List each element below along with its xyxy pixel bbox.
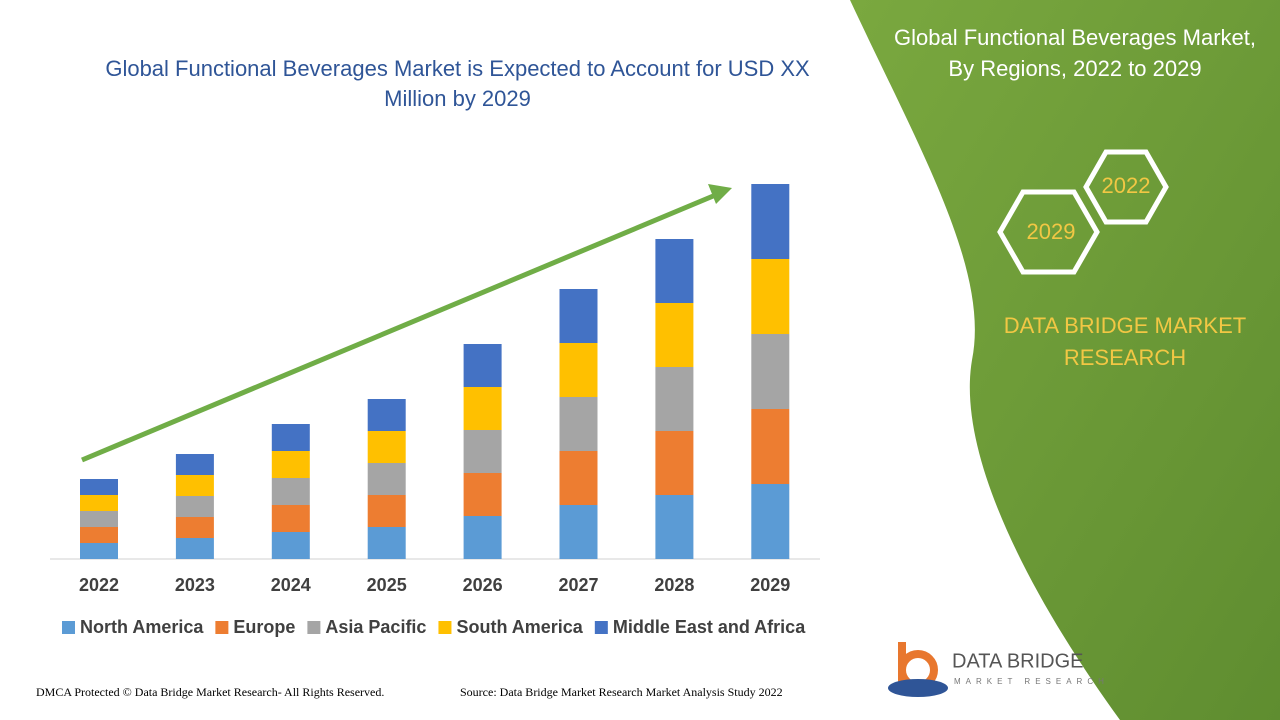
chart-title: Global Functional Beverages Market is Ex… xyxy=(105,56,810,111)
bar-segment xyxy=(80,543,118,559)
bar-segment xyxy=(367,527,406,559)
bar-segment xyxy=(175,538,214,559)
brand: DATA BRIDGE MARKET RESEARCH xyxy=(1003,313,1247,370)
bar-segment xyxy=(463,473,502,516)
legend-label: Asia Pacific xyxy=(325,617,426,637)
legend-label: South America xyxy=(456,617,583,637)
bar-segment xyxy=(80,479,118,495)
logo-tagline: MARKET RESEARCH xyxy=(954,677,1109,686)
bar-segment xyxy=(367,399,406,431)
x-tick-label: 2028 xyxy=(654,575,694,595)
bar-segment xyxy=(655,431,694,495)
bar-segment xyxy=(271,451,310,478)
legend-swatch xyxy=(215,621,229,634)
legend-swatch xyxy=(62,621,75,634)
trend-arrow xyxy=(81,191,719,463)
legend-swatch xyxy=(438,621,452,634)
bar-segment xyxy=(271,505,310,532)
footer-right: Source: Data Bridge Market Research Mark… xyxy=(460,685,783,699)
logo-name: DATA BRIDGE xyxy=(952,650,1084,672)
legend-label: Europe xyxy=(233,617,295,637)
legend-label: Middle East and Africa xyxy=(613,617,806,637)
bar-segment xyxy=(655,239,694,303)
bar-segment xyxy=(559,397,598,451)
bar-segment xyxy=(751,409,790,484)
bar-segment xyxy=(463,387,502,430)
bar-segment xyxy=(559,289,598,343)
bar-segment xyxy=(463,344,502,387)
green-panel xyxy=(850,0,1280,720)
bar-segment xyxy=(175,475,214,496)
bar-segment xyxy=(271,424,310,451)
hex-label: 2029 xyxy=(1027,219,1076,244)
bar-segment xyxy=(655,367,694,431)
bar-segment xyxy=(271,478,310,505)
bar-segment xyxy=(559,343,598,397)
bar-segment xyxy=(367,431,406,463)
hex-label: 2022 xyxy=(1102,173,1151,198)
arrow-head xyxy=(708,184,732,204)
panel-title: Global Functional Beverages Market, By R… xyxy=(894,25,1256,81)
bar-segment xyxy=(367,463,406,495)
bar-segment xyxy=(751,334,790,409)
bar-segment xyxy=(367,495,406,527)
bar-segment xyxy=(463,516,502,559)
x-tick-label: 2024 xyxy=(271,575,311,595)
bar-segment xyxy=(80,495,118,511)
bar-segment xyxy=(751,259,790,334)
legend-swatch xyxy=(307,621,321,634)
legend-label: North America xyxy=(80,617,204,637)
x-tick-label: 2023 xyxy=(175,575,215,595)
x-tick-label: 2025 xyxy=(367,575,407,595)
legend-swatch xyxy=(594,621,608,634)
x-tick-label: 2029 xyxy=(750,575,790,595)
bar-segment xyxy=(655,495,694,559)
bar-segment xyxy=(751,184,790,259)
bar-segment xyxy=(559,505,598,559)
bar-segment xyxy=(751,484,790,559)
bar-segment xyxy=(655,303,694,367)
bar-segment xyxy=(80,527,118,543)
bar-segment xyxy=(80,511,118,527)
hexagon xyxy=(997,189,1100,275)
bar-segment xyxy=(559,451,598,505)
bar-segment xyxy=(271,532,310,559)
bar-segment xyxy=(175,517,214,538)
bar-segment xyxy=(175,496,214,517)
bar-segment xyxy=(175,454,214,475)
x-tick-label: 2027 xyxy=(558,575,598,595)
hexagon xyxy=(1083,149,1169,225)
x-tick-label: 2022 xyxy=(79,575,119,595)
x-tick-label: 2026 xyxy=(463,575,503,595)
bar-segment xyxy=(463,430,502,473)
logo-mark xyxy=(888,642,948,697)
footer-left: DMCA Protected © Data Bridge Market Rese… xyxy=(36,685,384,699)
